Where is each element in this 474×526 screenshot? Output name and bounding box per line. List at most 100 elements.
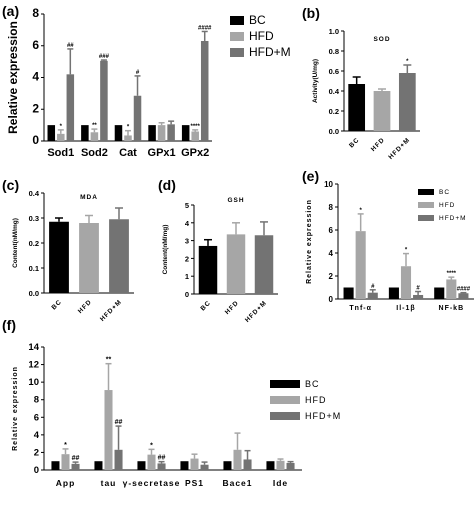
bar-hfd-2 — [446, 279, 457, 299]
significance-mark: * — [64, 442, 67, 449]
bar-hfd-mm-2 — [458, 293, 469, 299]
legend-swatch — [230, 16, 244, 25]
x-tick-label: Cat — [119, 147, 137, 159]
bar-1 — [373, 91, 391, 131]
legend-label: HFD+M — [249, 45, 291, 59]
y-axis-label: Relative expression — [306, 199, 313, 284]
x-tick-label: GPx1 — [148, 147, 176, 159]
bar-hfd-4 — [233, 449, 242, 470]
x-tick-label: PS1 — [185, 478, 204, 488]
bar-hfd-4 — [191, 131, 199, 141]
chart-title: GSH — [227, 197, 244, 204]
legend-label: HFD+M — [305, 411, 341, 421]
legend-label: HFD — [439, 202, 455, 209]
y-tick-label: 8 — [32, 6, 39, 20]
bar-hfd-mm-0 — [71, 463, 80, 470]
x-tick-label: γ-secretase — [123, 478, 181, 488]
y-tick-label: 2 — [185, 254, 189, 263]
significance-mark: * — [359, 208, 362, 214]
legend-label: HFD+M — [439, 215, 467, 222]
panel-label: (e) — [302, 168, 319, 184]
legend-label: BC — [439, 189, 450, 196]
bar-hfd-2 — [124, 135, 132, 141]
legend-swatch — [230, 48, 244, 57]
bar-0 — [348, 84, 366, 131]
legend-label: BC — [305, 379, 320, 389]
bar-bc-5 — [266, 461, 275, 470]
x-tick-label: HFD — [370, 136, 387, 153]
y-tick-label: 0 — [329, 295, 334, 304]
y-tick-label: 0.2 — [329, 107, 339, 116]
x-tick-label: HFD+M — [387, 136, 411, 160]
y-tick-label: 0.4 — [29, 189, 40, 198]
bar-hfd-0 — [57, 133, 65, 141]
bar-0 — [198, 245, 218, 294]
y-tick-label: 1.0 — [329, 27, 339, 36]
x-tick-label: App — [56, 478, 76, 488]
panel-label: (a) — [2, 3, 19, 19]
chart-panel-b: (b) 0.0 0.2 0.4 0.6 0.8 1.0 Activity(U/mg) SOD BC… — [302, 5, 420, 161]
y-axis-label: Relative expression — [6, 21, 20, 134]
significance-mark: ## — [67, 43, 74, 49]
y-tick-label: 8 — [34, 395, 39, 406]
y-tick-label: 0 — [34, 465, 39, 476]
significance-mark: * — [405, 248, 408, 254]
x-tick-label: HFD — [77, 298, 94, 315]
legend-swatch — [270, 412, 300, 420]
legend-swatch — [418, 202, 434, 208]
x-tick-label: HFD+M — [244, 299, 268, 323]
x-tick-label: BC — [348, 136, 361, 149]
y-tick-label: 0 — [32, 133, 39, 147]
significance-mark: #### — [198, 25, 212, 31]
y-tick-label: 4 — [185, 219, 190, 228]
y-tick-label: 1 — [185, 272, 189, 281]
y-tick-label: 4 — [34, 430, 40, 441]
x-tick-label: GPx2 — [181, 147, 209, 159]
significance-mark: **** — [191, 124, 201, 130]
y-axis-label: Content(nM/mg) — [12, 218, 19, 268]
y-tick-label: 0 — [185, 290, 189, 299]
bar-bc-1 — [94, 461, 103, 470]
y-tick-label: 6 — [32, 38, 39, 52]
x-tick-label: Bace1 — [222, 478, 252, 488]
y-tick-label: 14 — [28, 342, 39, 353]
x-tick-label: Sod1 — [47, 147, 74, 159]
bar-hfd-0 — [61, 454, 70, 470]
y-tick-label: 0.8 — [329, 47, 339, 56]
bar-hfd-mm-3 — [167, 124, 175, 141]
y-tick-label: 0.6 — [329, 67, 339, 76]
bar-hfd-mm-4 — [200, 40, 209, 141]
x-tick-label: Ide — [273, 478, 288, 488]
bar-bc-3 — [180, 461, 189, 470]
bar-bc-0 — [47, 125, 56, 141]
y-axis-label: Activity(U/mg) — [312, 59, 319, 103]
bar-hfd-5 — [276, 460, 285, 470]
bar-2 — [109, 219, 129, 293]
x-tick-label: HFD — [224, 299, 241, 316]
bar-1 — [226, 234, 246, 294]
bar-bc-2 — [114, 125, 123, 141]
bar-hfd-1 — [90, 132, 99, 141]
y-tick-label: 2 — [32, 101, 39, 115]
panel-label: (c) — [2, 177, 19, 193]
significance-mark: ** — [92, 123, 97, 129]
chart-title: SOD — [373, 36, 390, 43]
bar-bc-4 — [223, 461, 232, 470]
y-tick-label: 6 — [34, 412, 39, 423]
y-tick-label: 0.2 — [29, 239, 39, 248]
significance-mark: ** — [106, 357, 112, 364]
bar-hfd-1 — [400, 266, 412, 299]
y-tick-label: 0.1 — [29, 264, 39, 273]
significance-mark: **** — [447, 271, 457, 277]
bar-2 — [398, 73, 416, 131]
chart-panel-e: (e) 0 2 4 6 8 10 Relative expression * # Tnf-α * # Il… — [302, 168, 474, 312]
x-tick-label: Il-1β — [396, 305, 415, 312]
bar-bc-0 — [343, 287, 354, 299]
bar-hfd-0 — [355, 231, 366, 299]
y-tick-label: 10 — [324, 180, 333, 189]
bar-hfd-3 — [190, 458, 199, 470]
significance-mark: * — [127, 125, 130, 131]
y-tick-label: 8 — [329, 203, 334, 212]
chart-panel-a: (a) 0 2 4 6 8 Relative expression * ## Sod1 ** ### S… — [2, 3, 291, 159]
